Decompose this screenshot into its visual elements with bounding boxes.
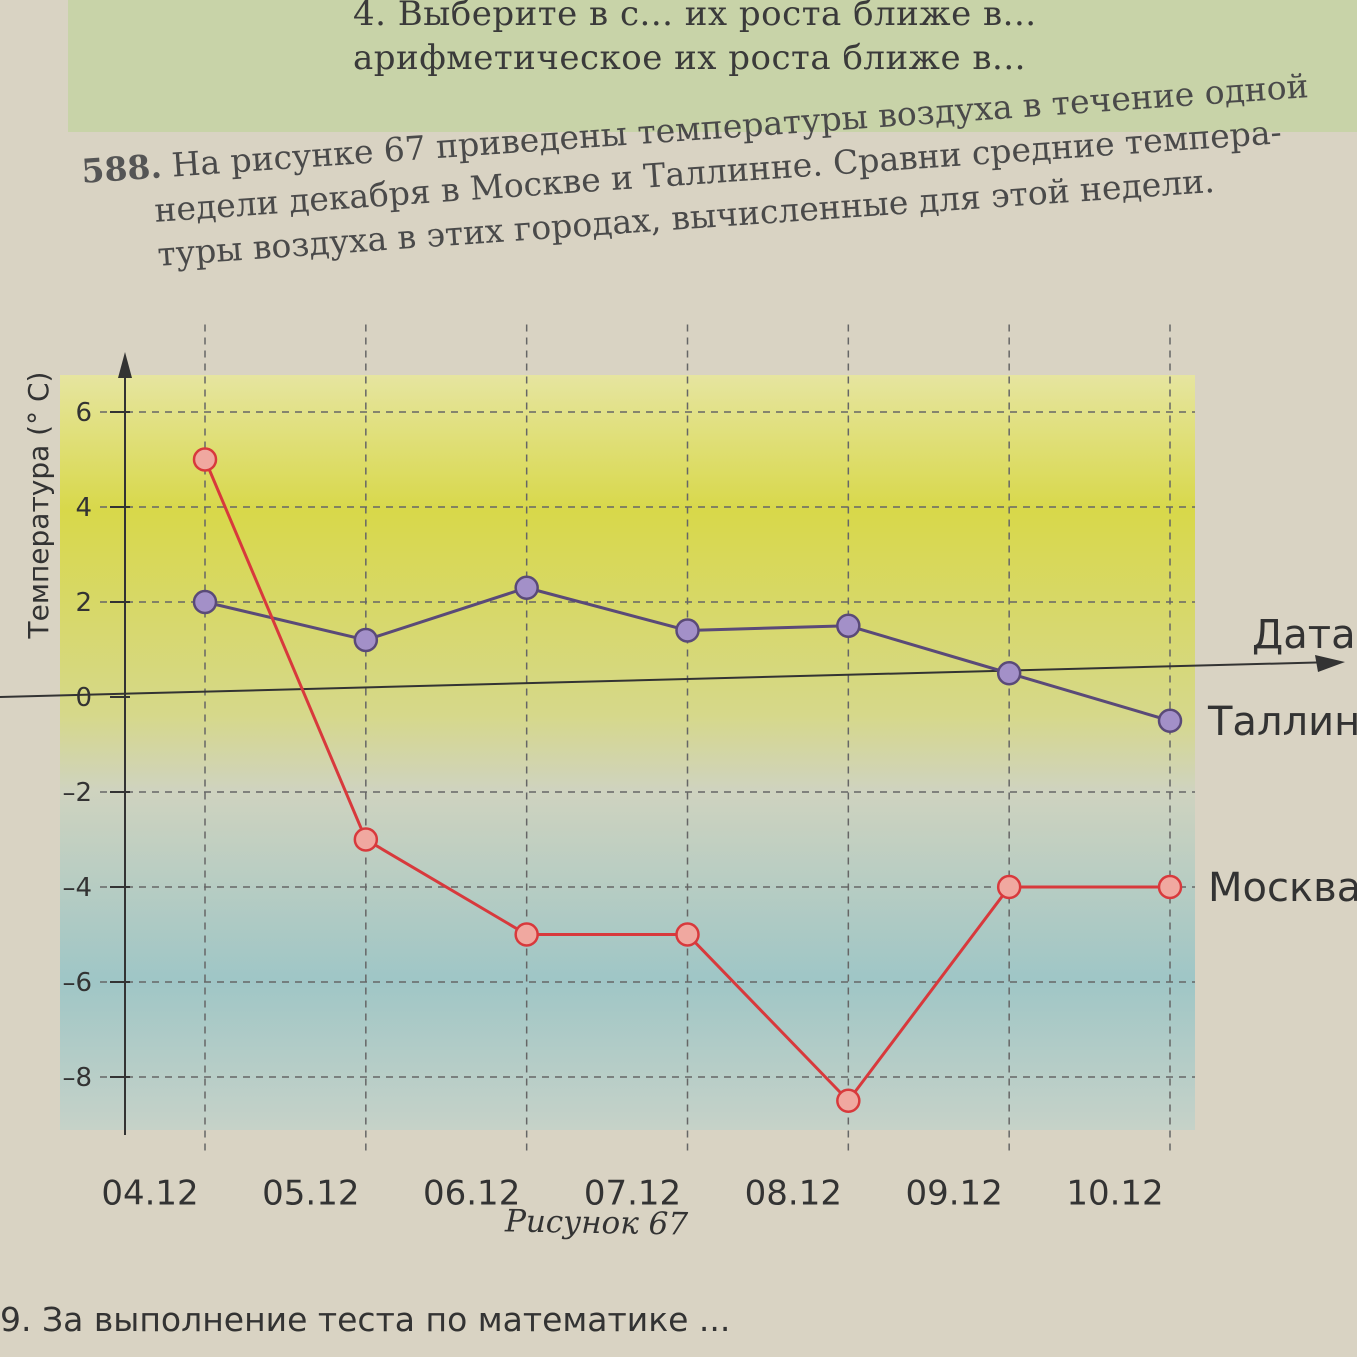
y-tick-label-0: –8 [62,1063,92,1093]
y-tick-label-4: 0 [75,683,92,713]
series-0-point-0 [192,589,218,615]
x-axis [0,661,1336,698]
previous-exercise-line-2: арифметическое их роста ближе в... [353,38,1026,78]
y-tick-label-1: –6 [62,968,92,998]
axes [0,352,1345,1135]
series-label-0: Таллин [1207,699,1357,745]
grid [100,324,1195,1155]
next-exercise-line: 9. За выполнение теста по математике ... [0,1300,731,1339]
series-1-point-6 [1157,874,1183,900]
previous-exercise-line-1: 4. Выберите в с... их роста ближе в... [353,0,1037,34]
x-tick-label-4: 08.12 [745,1174,842,1214]
series-0-point-3 [675,618,700,643]
series-1-point-0 [192,447,218,472]
x-axis-title: Дата [1252,612,1356,658]
y-tick-label-6: 4 [75,493,92,523]
series-0-point-1 [353,627,379,653]
x-tick-label-0: 04.12 [101,1174,198,1214]
chart-background [60,375,1195,1130]
x-tick-label-5: 09.12 [905,1174,1002,1214]
figure-caption: Рисунок 67 [504,1203,689,1243]
series-1-point-4 [836,1088,861,1113]
y-tick-label-3: –2 [62,778,92,808]
series-label-1: Москва [1208,865,1357,911]
x-tick-label-2: 06.12 [423,1174,520,1214]
series-1-point-2 [514,922,539,947]
y-tick-label-5: 2 [75,588,92,618]
series-0-point-4 [836,613,861,638]
y-tick-label-7: 6 [75,398,92,428]
series-1-point-1 [353,827,379,852]
series-layer [192,447,1183,1113]
y-tick-label-2: –4 [62,873,92,903]
x-tick-label-6: 10.12 [1066,1174,1163,1214]
series-0-point-6 [1157,708,1183,733]
series-0-point-2 [514,575,539,600]
x-tick-label-3: 07.12 [584,1174,681,1214]
x-tick-label-1: 05.12 [262,1174,359,1214]
series-0-point-5 [996,661,1022,686]
series-1-point-3 [675,922,700,947]
y-axis-title: Температура (° C) [22,372,55,640]
series-1-point-5 [996,874,1022,900]
x-axis-arrow [1315,655,1345,672]
labels-layer: –8 –6 –4 –2 0 2 4 6 04.12 05.12 06.12 07.12 08.12 09.… [22,372,1357,1214]
previous-exercise-box: 4. Выберите в с... их роста ближе в... а… [68,0,1357,132]
y-axis-arrow [118,352,132,378]
